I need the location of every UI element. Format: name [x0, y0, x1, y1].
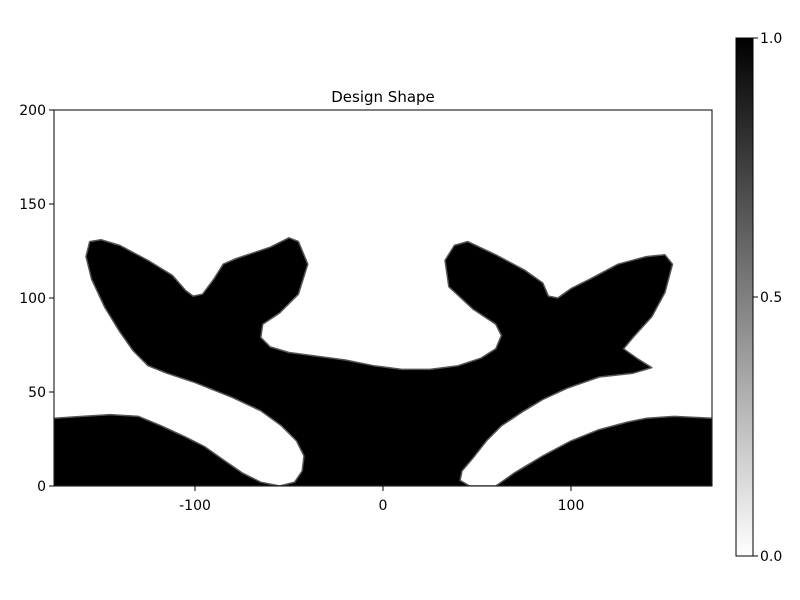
chart-title: Design Shape [331, 88, 435, 106]
colorbar-tick-label: 1.0 [760, 31, 782, 47]
x-tick-label: 0 [379, 498, 388, 514]
y-tick-label: 150 [19, 197, 46, 213]
x-axis: -100 0 100 [179, 486, 584, 514]
y-tick-label: 50 [28, 385, 46, 401]
y-tick-label: 200 [19, 103, 46, 119]
y-tick-label: 0 [37, 479, 46, 495]
y-axis: 0 50 100 150 200 [19, 103, 54, 495]
x-tick-label: -100 [179, 498, 211, 514]
colorbar-axis: 0.0 0.5 1.0 [753, 31, 782, 565]
colorbar-tick-label: 0.0 [760, 549, 782, 565]
x-tick-label: 100 [558, 498, 585, 514]
colorbar [735, 37, 754, 557]
colorbar-tick-label: 0.5 [760, 290, 782, 306]
design-shape-region [54, 237, 712, 486]
y-tick-label: 100 [19, 291, 46, 307]
